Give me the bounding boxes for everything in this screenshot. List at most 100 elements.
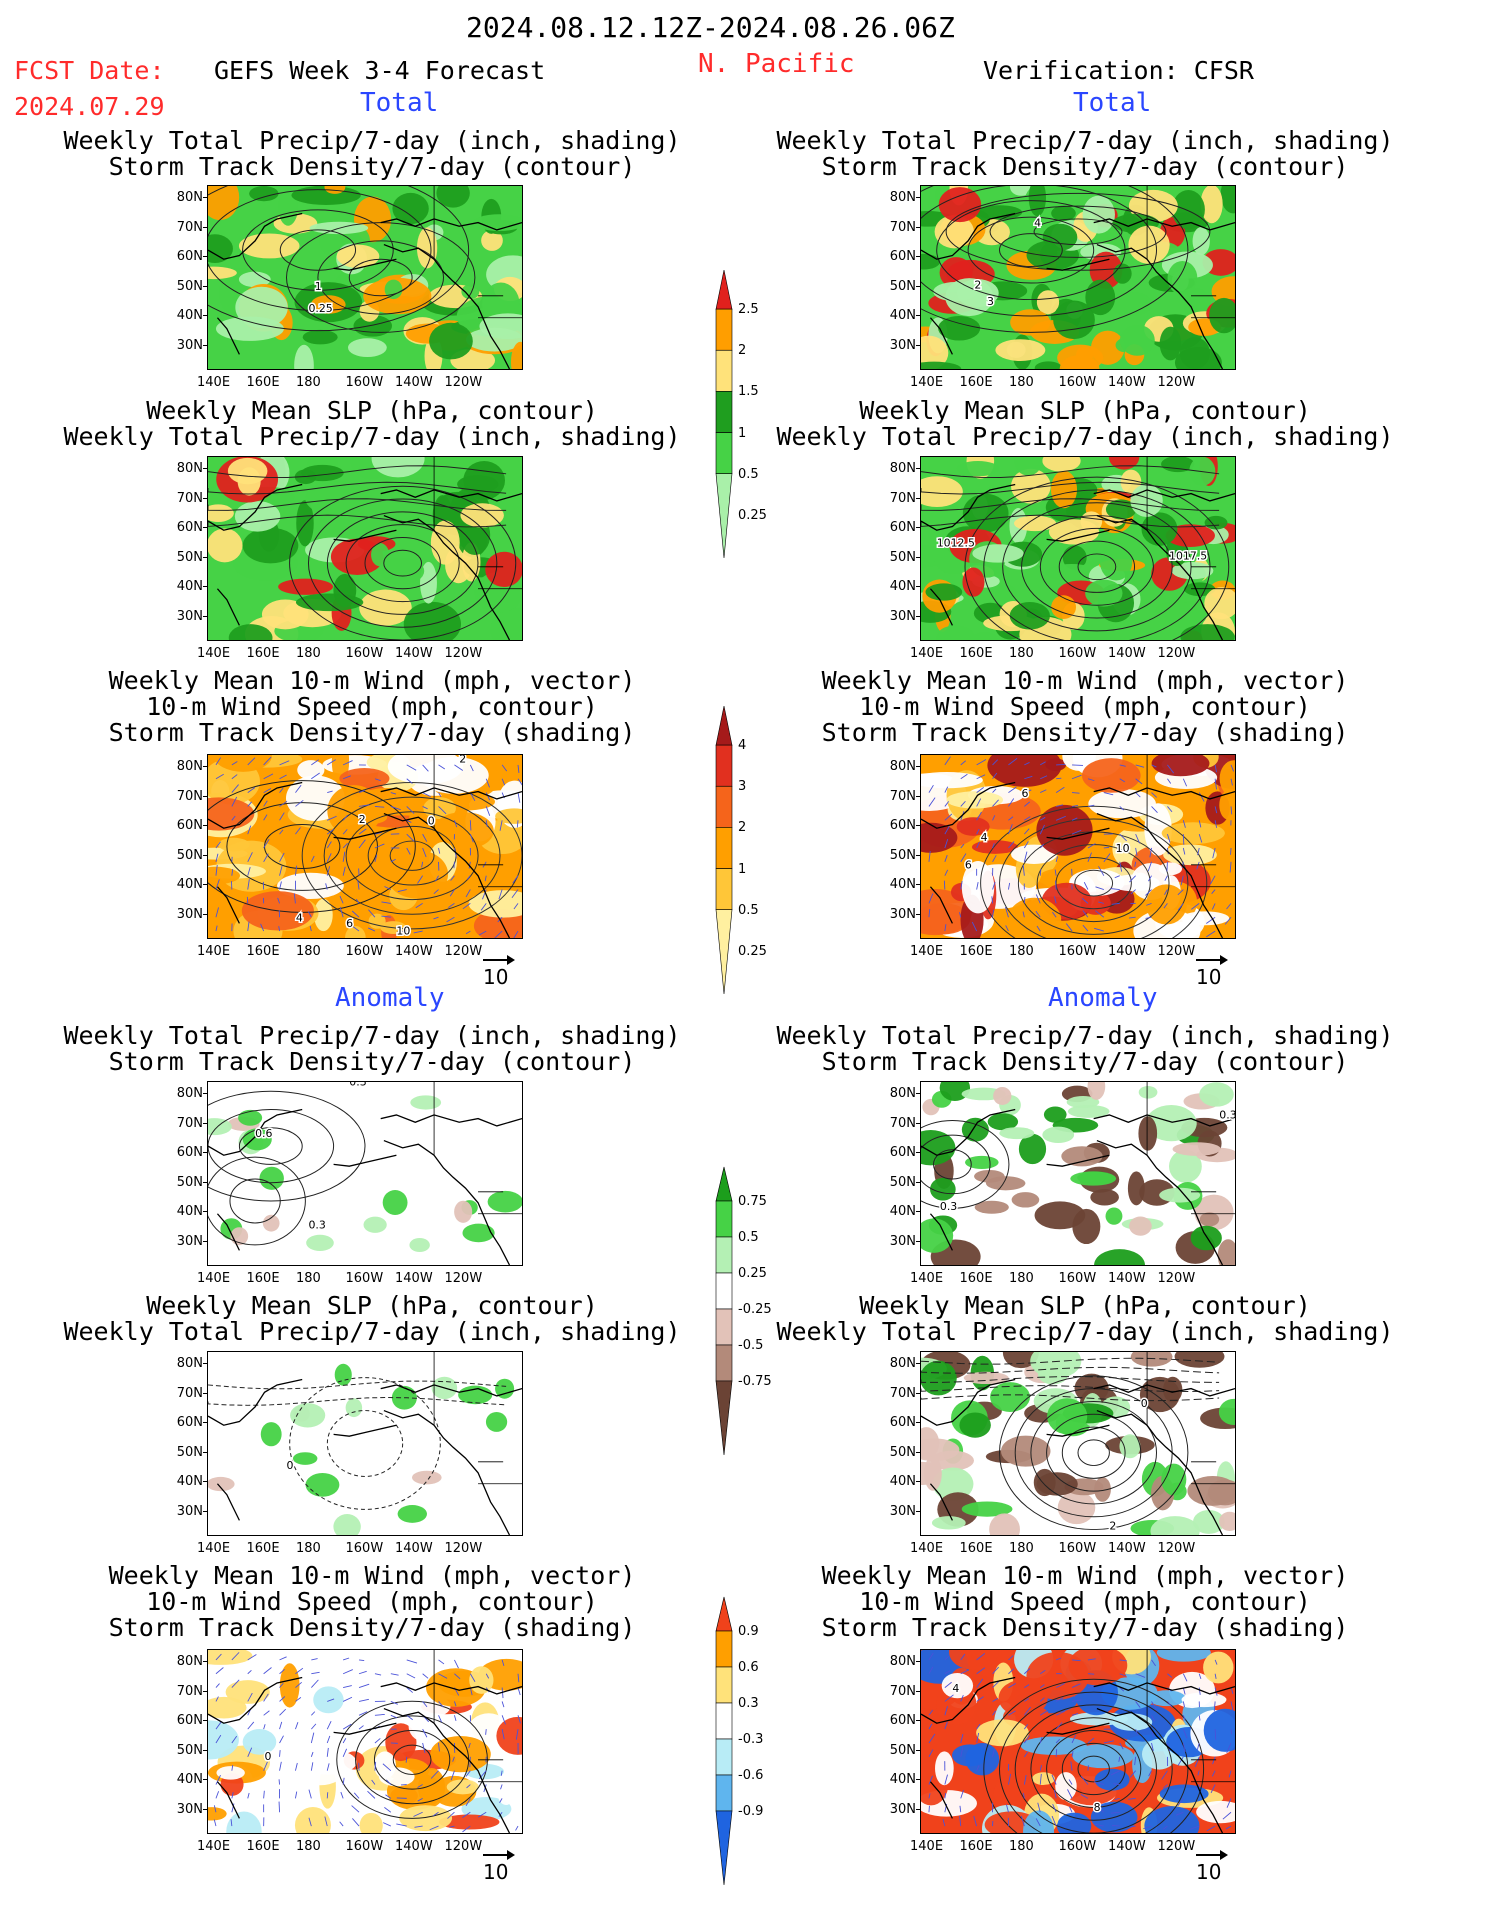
shading-patch xyxy=(1172,1142,1221,1156)
contour-line xyxy=(989,205,1167,258)
shading-patch xyxy=(409,1237,430,1253)
shading-patch xyxy=(397,1505,428,1523)
panel-title-6-right-line1: Weekly Mean 10-m Wind (mph, vector) xyxy=(821,1561,1349,1590)
wind-vector xyxy=(992,772,998,780)
shading-patch xyxy=(216,1766,245,1780)
lat-tick xyxy=(203,766,207,767)
lon-label: 160E xyxy=(246,1271,280,1286)
wind-vector xyxy=(1005,906,1009,918)
wind-vector xyxy=(215,864,218,876)
contour-line xyxy=(208,481,507,495)
lat-tick xyxy=(203,615,207,617)
shading-patch xyxy=(399,1805,453,1832)
political-border xyxy=(1146,1650,1235,1783)
contour-line xyxy=(1058,540,1136,593)
wind-vector xyxy=(1055,1657,1062,1661)
lat-tick xyxy=(203,315,207,316)
panel-title-2-left-line1: Weekly Mean SLP (hPa, contour) xyxy=(146,396,598,425)
contour-line xyxy=(1014,1704,1173,1833)
wind-vector xyxy=(382,1822,392,1827)
shading-patch xyxy=(260,1422,282,1447)
contour-line xyxy=(208,189,432,312)
wind-vector xyxy=(1119,778,1126,783)
shading-patch xyxy=(1190,1225,1222,1251)
lat-tick xyxy=(916,1808,920,1810)
lat-label: 70N xyxy=(176,1385,203,1401)
wind-vector xyxy=(352,1818,360,1827)
wind-vector xyxy=(355,898,360,904)
coastline xyxy=(1093,1114,1235,1127)
wind-vector xyxy=(976,759,987,766)
wind-vector xyxy=(1040,761,1046,766)
lat-label: 50N xyxy=(176,278,203,294)
wind-vector xyxy=(435,875,439,882)
wind-vector xyxy=(1214,1729,1217,1740)
wind-vector xyxy=(406,778,413,784)
lon-label: 140E xyxy=(910,1839,944,1854)
shading-patch xyxy=(1174,1352,1225,1368)
shading-patch xyxy=(277,872,344,900)
panel-title-1-right-line2: Storm Track Density/7-day (contour) xyxy=(821,152,1349,181)
wind-vector xyxy=(1008,758,1018,766)
colorbar-swatch xyxy=(715,432,733,475)
contour-line xyxy=(279,229,357,271)
coastline xyxy=(208,781,303,829)
shading-patch xyxy=(1055,1772,1077,1801)
lon-label: 160W xyxy=(345,1839,384,1854)
lat-label: 50N xyxy=(889,1444,916,1460)
map-panel-4-right: 0.3 0.3 xyxy=(920,1081,1236,1266)
wind-vector xyxy=(1196,1742,1200,1750)
lon-label: 180 xyxy=(1009,1271,1034,1286)
wind-vector xyxy=(1040,775,1048,780)
lat-tick xyxy=(916,854,920,856)
contour-label: 0 xyxy=(287,1459,294,1472)
shading-patch xyxy=(234,501,281,532)
contour-line xyxy=(323,796,501,915)
shading-patch xyxy=(469,1666,494,1694)
wind-vector xyxy=(992,788,997,793)
shading-patch xyxy=(1043,1106,1067,1123)
wind-vector xyxy=(1080,1793,1089,1799)
contour-line xyxy=(921,481,1220,495)
wind-vector xyxy=(1055,1710,1066,1716)
contour-label: 4 xyxy=(981,831,988,844)
wind-vector xyxy=(1129,875,1136,883)
shading-patch xyxy=(420,561,437,604)
shading-patch xyxy=(1141,512,1178,546)
wind-vector xyxy=(1212,1756,1216,1765)
wind-vector xyxy=(438,806,447,815)
wind-vector xyxy=(215,1667,224,1675)
coastline xyxy=(216,317,240,355)
wind-vector xyxy=(1005,925,1009,932)
shading-patch xyxy=(1138,1116,1158,1151)
lat-label: 80N xyxy=(889,1086,916,1101)
wind-vector xyxy=(311,1679,319,1688)
shading-patch xyxy=(208,504,234,522)
shading-patch xyxy=(1007,897,1062,938)
lat-tick xyxy=(203,197,207,198)
colorbar-swatch xyxy=(715,1166,733,1202)
wind-vector xyxy=(462,1811,471,1819)
shading-patch xyxy=(1145,1105,1197,1142)
shading-patch xyxy=(410,1095,442,1110)
coastline xyxy=(216,1483,240,1521)
lon-label: 160E xyxy=(959,375,993,390)
coastline xyxy=(1046,827,1110,840)
wind-vector xyxy=(1087,1737,1095,1744)
contour-line xyxy=(921,1357,1220,1365)
shading-patch xyxy=(360,835,403,862)
colorbar-label: 0.25 xyxy=(738,507,767,523)
wind-vector xyxy=(438,1715,443,1723)
wind-vector xyxy=(1135,792,1141,798)
wind-vector xyxy=(1054,880,1057,890)
wind-vector xyxy=(960,1746,964,1757)
contour-line xyxy=(392,1744,432,1775)
shading-patch xyxy=(208,1650,253,1665)
lon-label: 140E xyxy=(197,1541,231,1556)
coastline xyxy=(929,1483,953,1521)
shading-patch xyxy=(1062,545,1087,570)
wind-vector xyxy=(1167,778,1172,784)
contour-line xyxy=(1030,1717,1157,1821)
wind-vector xyxy=(1039,869,1042,876)
wind-vector xyxy=(517,1715,521,1724)
